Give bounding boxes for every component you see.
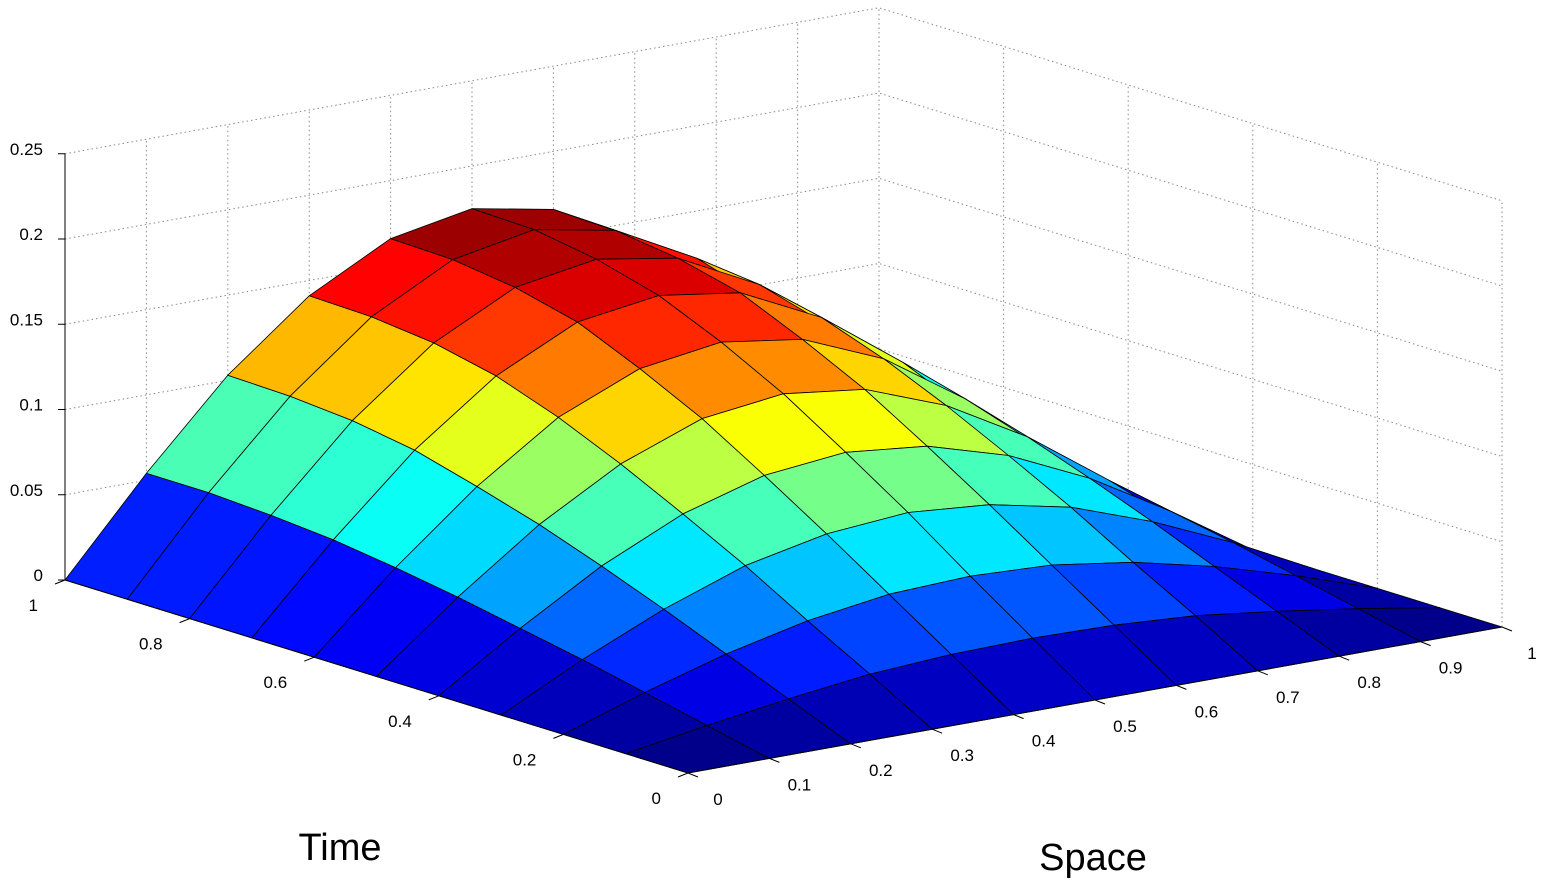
x-tick-mark [687, 772, 699, 778]
y-tick-mark [304, 656, 315, 662]
y-tick-mark [179, 618, 190, 624]
y-tick-label: 0.8 [139, 635, 163, 654]
x-tick-label: 0.8 [1357, 673, 1381, 692]
surface-mesh [64, 208, 1503, 774]
y-tick-label: 0.4 [388, 712, 412, 731]
grid-wall-z [64, 177, 1503, 372]
x-tick-mark [1176, 684, 1187, 690]
y-tick-mark [553, 733, 564, 739]
z-tick-label: 0.15 [10, 310, 43, 329]
y-tick-label: 0.6 [264, 673, 288, 692]
x-tick-mark [932, 728, 943, 734]
x-tick-label: 0 [713, 790, 722, 809]
axes [54, 153, 1513, 778]
x-tick-label: 1 [1527, 644, 1536, 663]
x-tick-mark [1420, 641, 1431, 647]
z-tick-label: 0.05 [10, 481, 43, 500]
x-tick-label: 0.2 [869, 761, 893, 780]
y-tick-label: 1 [29, 596, 38, 615]
z-tick-label: 0.1 [19, 396, 43, 415]
x-tick-mark [1339, 655, 1350, 661]
x-tick-label: 0.6 [1195, 702, 1219, 721]
grid-wall-z [64, 92, 1503, 287]
tick-labels: 0 0.05 0.1 0.15 0.2 0.25 0 0.1 0.2 0.3 0.4 0.5 0.6 0.… [10, 140, 1537, 809]
y-tick-mark [677, 772, 689, 778]
x-tick-label: 0.1 [788, 775, 812, 794]
x-tick-label: 0.9 [1439, 659, 1463, 678]
x-tick-mark [850, 743, 861, 749]
y-tick-label: 0 [652, 789, 661, 808]
z-tick-label: 0 [34, 566, 43, 585]
x-tick-mark [1094, 699, 1106, 705]
y-tick-mark [428, 695, 439, 701]
x-tick-mark [769, 757, 780, 763]
x-tick-mark [1257, 670, 1268, 676]
x-tick-label: 0.4 [1032, 732, 1056, 751]
x-tick-mark [1501, 626, 1513, 632]
z-tick-label: 0.2 [19, 225, 43, 244]
y-tick-label: 0.2 [513, 750, 537, 769]
x-tick-label: 0.7 [1276, 688, 1300, 707]
y-axis-line [64, 579, 689, 774]
x-tick-mark [1013, 714, 1024, 720]
x-tick-label: 0.5 [1113, 717, 1137, 736]
axis-label-space: Space [1039, 837, 1147, 879]
z-tick-label: 0.25 [10, 140, 43, 159]
x-tick-label: 0.3 [950, 746, 974, 765]
grid-wall-z [64, 7, 1503, 202]
y-tick-mark [54, 579, 66, 585]
axis-label-time: Time [298, 827, 381, 869]
